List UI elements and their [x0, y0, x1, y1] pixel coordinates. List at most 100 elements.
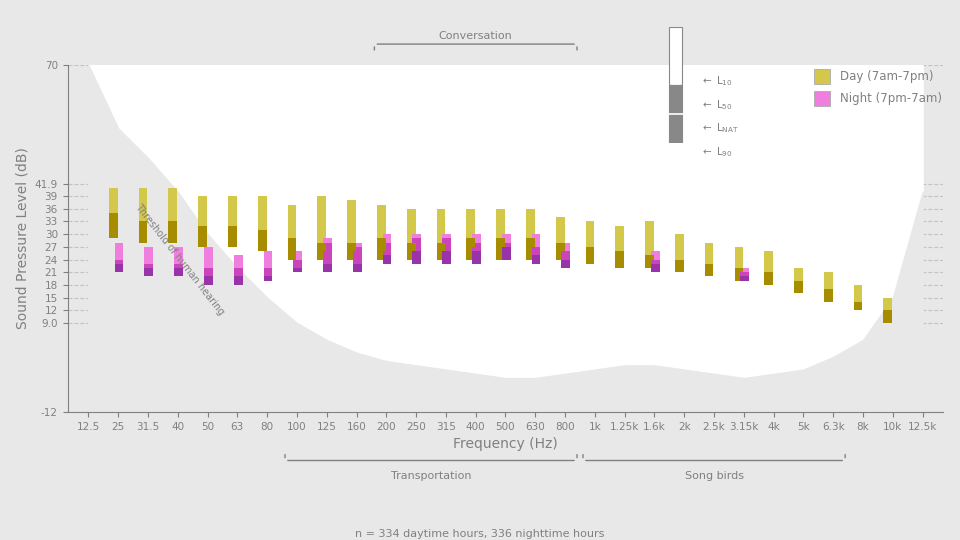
Bar [407, 242, 416, 260]
Bar [883, 310, 892, 319]
Bar [668, 27, 683, 85]
Bar [144, 264, 153, 276]
Text: $\leftarrow$ L$_\mathrm{NAT}$: $\leftarrow$ L$_\mathrm{NAT}$ [700, 122, 738, 136]
Bar [114, 264, 123, 272]
X-axis label: Frequency (Hz): Frequency (Hz) [453, 437, 558, 451]
Text: Threshold of human hearing: Threshold of human hearing [133, 202, 226, 317]
Bar [294, 260, 302, 272]
Bar [228, 226, 237, 247]
Bar [228, 196, 237, 247]
Bar [532, 234, 540, 264]
Bar [502, 247, 511, 260]
Bar [651, 260, 660, 272]
Bar [824, 289, 832, 302]
Bar [562, 242, 570, 268]
Bar [443, 251, 451, 264]
Bar [532, 255, 540, 264]
Bar [204, 268, 213, 285]
Bar [353, 247, 362, 272]
Bar [114, 242, 123, 272]
Bar [883, 298, 892, 323]
Bar [734, 247, 743, 281]
Text: $\leftarrow$ L$_{50}$: $\leftarrow$ L$_{50}$ [700, 98, 732, 112]
Bar [198, 196, 207, 247]
Bar [264, 268, 273, 281]
Bar [675, 234, 684, 272]
Bar [168, 221, 178, 234]
Bar [502, 234, 511, 260]
Bar [407, 209, 416, 260]
Bar [108, 213, 118, 239]
Bar [562, 251, 570, 268]
Bar [377, 239, 386, 260]
Bar [407, 242, 416, 251]
Bar [174, 247, 183, 276]
Bar [204, 276, 213, 285]
Bar [348, 200, 356, 260]
Bar [467, 239, 475, 260]
Bar [764, 272, 773, 276]
Bar [496, 239, 505, 260]
Bar [824, 289, 832, 293]
Bar [294, 268, 302, 272]
Bar [615, 251, 624, 268]
Bar [645, 221, 654, 268]
Bar [502, 242, 511, 260]
Bar [645, 255, 654, 268]
Bar [288, 239, 297, 251]
Text: $\leftarrow$ L$_{10}$: $\leftarrow$ L$_{10}$ [700, 75, 732, 89]
Bar [288, 205, 297, 260]
Bar [740, 272, 749, 281]
Bar [472, 242, 481, 264]
Bar [353, 242, 362, 272]
Bar [651, 264, 660, 272]
Bar [467, 239, 475, 247]
Bar [348, 242, 356, 251]
Bar [324, 264, 332, 272]
Bar [413, 239, 421, 264]
Bar [526, 239, 535, 247]
Bar [764, 251, 773, 285]
Bar [556, 242, 564, 260]
Bar [853, 302, 862, 310]
Bar [383, 234, 392, 264]
Bar [288, 239, 297, 260]
Bar [318, 242, 326, 251]
Bar [174, 264, 183, 276]
Bar [144, 268, 153, 276]
Bar [324, 239, 332, 272]
Bar [853, 302, 862, 306]
Bar [734, 268, 743, 272]
Y-axis label: Sound Pressure Level (dB): Sound Pressure Level (dB) [15, 147, 29, 329]
Bar [138, 221, 148, 234]
Bar [467, 209, 475, 260]
Bar [264, 276, 273, 281]
Bar [853, 285, 862, 310]
Bar [318, 242, 326, 260]
Bar [526, 209, 535, 260]
Bar [675, 260, 684, 264]
Bar [734, 268, 743, 281]
Bar [348, 242, 356, 260]
Bar [233, 268, 243, 285]
Bar [437, 242, 445, 251]
Bar [264, 251, 273, 281]
Bar [794, 281, 803, 285]
Bar [437, 242, 445, 260]
Bar [824, 272, 832, 302]
Bar [496, 209, 505, 260]
Bar [383, 242, 392, 264]
Bar [615, 226, 624, 268]
Bar [437, 209, 445, 260]
Bar [443, 239, 451, 264]
Bar [377, 205, 386, 260]
Bar [174, 268, 183, 276]
Bar [586, 247, 594, 255]
Bar [168, 221, 178, 242]
Bar [794, 268, 803, 293]
Legend: Day (7am-7pm), Night (7pm-7am): Day (7am-7pm), Night (7pm-7am) [809, 64, 947, 111]
Bar [377, 239, 386, 251]
Bar [496, 239, 505, 247]
Bar [764, 272, 773, 285]
Bar [443, 234, 451, 264]
